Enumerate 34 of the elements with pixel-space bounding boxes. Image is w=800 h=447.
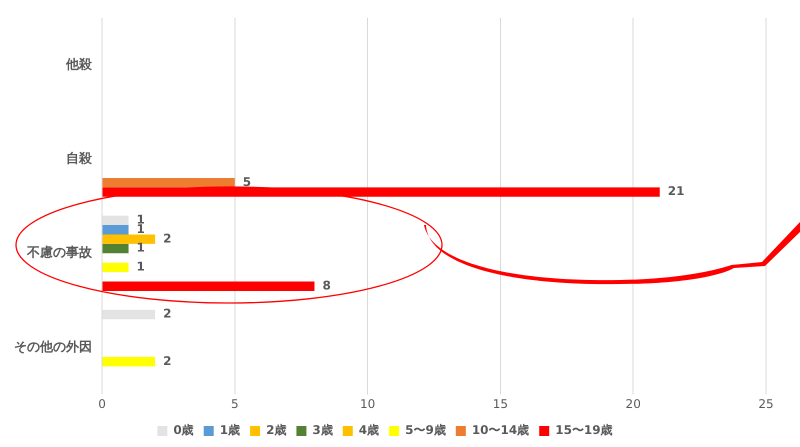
- legend-label: 1歳: [220, 423, 240, 438]
- bar: [102, 187, 660, 197]
- x-tick-label: 20: [626, 396, 641, 411]
- x-tick-label: 15: [492, 396, 508, 411]
- y-tick-label: 自殺: [66, 151, 93, 166]
- bar: [102, 234, 156, 244]
- data-label: 1: [136, 240, 145, 255]
- bar: [102, 356, 156, 366]
- bar: [102, 244, 129, 254]
- bar: [102, 225, 129, 234]
- legend-label: 3歳: [312, 423, 333, 438]
- data-label: 1: [136, 260, 145, 274]
- data-label: 21: [668, 184, 684, 198]
- y-tick-label: その他の外因: [14, 340, 92, 355]
- legend-label: 10〜14歳: [472, 423, 530, 438]
- legend-label: 2歳: [266, 423, 286, 438]
- legend-label: 0歳: [173, 423, 194, 438]
- bar: [102, 262, 129, 272]
- legend-label: 15〜19歳: [555, 423, 613, 438]
- y-tick-label: 不慮の事故: [26, 246, 93, 261]
- x-tick-label: 10: [360, 396, 376, 411]
- data-label: 2: [163, 231, 172, 246]
- x-tick-label: 0: [98, 396, 106, 411]
- legend-label: 5〜9歳: [405, 423, 446, 438]
- bar: [102, 178, 235, 188]
- x-tick-label: 25: [758, 396, 774, 411]
- data-label: 5: [242, 174, 252, 189]
- legend-label: 4歳: [358, 423, 380, 438]
- data-label: 2: [163, 354, 172, 368]
- bar: [102, 282, 314, 291]
- data-label: 2: [163, 306, 172, 321]
- y-tick-label: 他殺: [65, 57, 93, 72]
- data-label: 8: [322, 278, 331, 292]
- x-tick-label: 5: [230, 396, 239, 411]
